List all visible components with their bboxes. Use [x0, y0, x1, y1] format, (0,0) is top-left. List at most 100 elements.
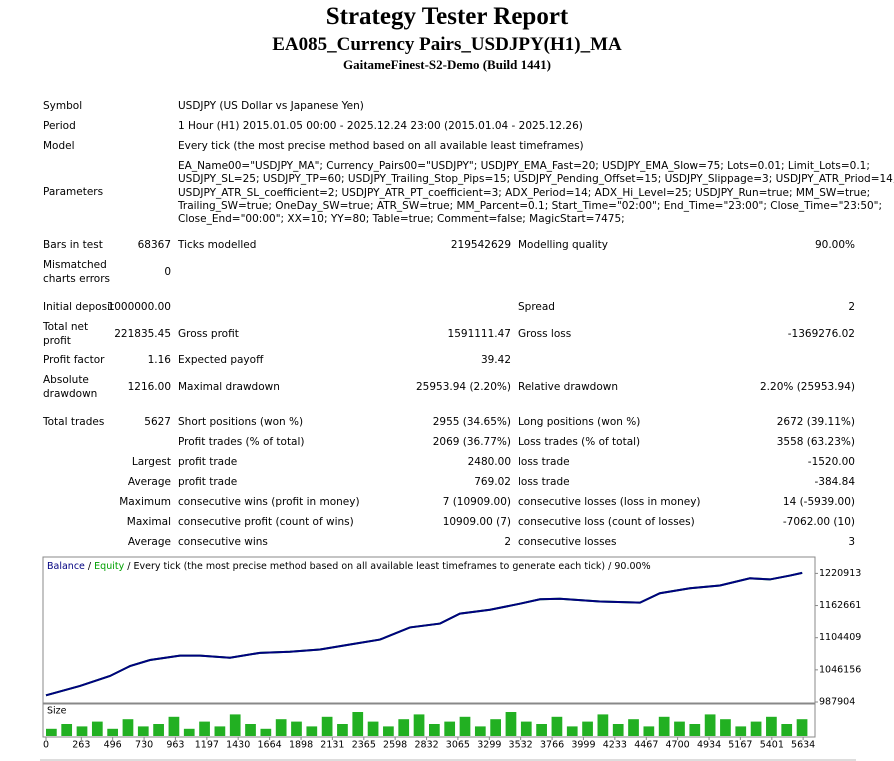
space	[651, 561, 654, 572]
row-value: 68367	[137, 239, 171, 251]
x-tick-label: 1664	[258, 740, 282, 751]
row-label: Profit factor	[43, 354, 105, 366]
x-tick-label: 3766	[540, 740, 564, 751]
x-tick-label: 963	[166, 740, 184, 751]
row-value: 1216.00	[127, 381, 171, 393]
size-bar	[566, 726, 578, 736]
row-value: 3	[848, 536, 855, 548]
y-tick-label: 1046156	[819, 664, 861, 675]
x-tick-label: 4233	[603, 740, 627, 751]
size-bar	[245, 724, 256, 736]
size-bar	[505, 712, 517, 736]
row-label: Short positions (won %)	[178, 416, 304, 428]
x-tick-label: 5634	[791, 740, 815, 751]
y-tick-label: 1104409	[819, 632, 861, 643]
chart-caption: Every tick (the most precise method base…	[133, 561, 650, 572]
size-label: Size	[47, 706, 67, 717]
series-line	[45, 571, 803, 697]
parameter-line: EA_Name00="USDJPY_MA"; Currency_Pairs00=…	[178, 160, 870, 172]
parameter-line: Close_End="00:00"; XX=10; YY=80; Table=t…	[178, 213, 625, 226]
row-value: 5627	[144, 416, 171, 428]
x-tick-label: 1898	[289, 740, 313, 751]
size-bar	[658, 716, 670, 736]
x-tick-label: 5167	[728, 740, 752, 751]
size-bar	[766, 716, 777, 736]
row-value: 3558 (63.23%)	[776, 436, 855, 448]
size-bar	[383, 726, 394, 736]
size-bar	[398, 719, 410, 736]
x-tick-label: 2598	[383, 740, 407, 751]
size-bar	[199, 721, 210, 736]
legend-entry: Balance	[47, 561, 85, 572]
row-label: consecutive loss (count of losses)	[518, 516, 695, 528]
row-label: consecutive wins	[178, 536, 268, 548]
row-value: 2	[848, 301, 855, 313]
row-label: Parameters	[43, 186, 104, 198]
report-subtitle: EA085_Currency Pairs_USDJPY(H1)_MA	[272, 34, 622, 55]
row-label: USDJPY (US Dollar vs Japanese Yen)	[178, 100, 364, 112]
x-tick-label: 3065	[446, 740, 470, 751]
x-tick-label: 4700	[666, 740, 690, 751]
size-bar	[520, 721, 532, 736]
report-title: Strategy Tester Report	[325, 3, 569, 30]
size-bar	[612, 724, 624, 736]
size-bar	[674, 721, 685, 736]
size-bar	[214, 726, 226, 736]
size-bar	[689, 724, 701, 736]
size-bar	[750, 721, 762, 736]
row-label: Modelling quality	[518, 239, 608, 251]
row-label: profit trade	[178, 456, 238, 468]
row-label: Total net profit	[43, 321, 89, 347]
size-bar	[720, 719, 731, 736]
row-label: Mismatched charts errors	[43, 259, 110, 285]
size-bar	[474, 726, 486, 736]
row-label: consecutive losses (loss in money)	[518, 496, 701, 508]
row-label: Symbol	[43, 100, 83, 112]
size-bar	[291, 721, 302, 736]
x-tick-label: 4467	[634, 740, 658, 751]
legend-entry: Equity	[94, 561, 124, 572]
size-bar	[781, 724, 793, 736]
size-bar	[444, 721, 456, 736]
parameter-line: Trailing_SW=true; OneDay_SW=true; ATR_SW…	[178, 199, 883, 212]
row-label: Maximal drawdown	[178, 381, 280, 393]
row-value: 39.42	[480, 354, 511, 366]
x-tick-label: 2832	[414, 740, 438, 751]
row-label: Initial deposit	[43, 301, 115, 313]
row-label: Model	[43, 140, 75, 152]
row-label: consecutive wins (profit in money)	[178, 496, 360, 508]
size-bar	[796, 719, 808, 736]
row-label: Period	[43, 120, 76, 132]
size-bar	[275, 719, 287, 736]
size-bar	[321, 716, 333, 736]
row-value: 1000000.00	[107, 301, 171, 313]
size-bar	[229, 714, 241, 736]
y-tick-label: 987904	[819, 697, 855, 708]
row-label: Profit trades (% of total)	[178, 436, 305, 448]
row-value: 2672 (39.11%)	[776, 416, 855, 428]
row-label: Long positions (won %)	[518, 416, 641, 428]
size-bar	[367, 721, 379, 736]
size-bar	[91, 721, 103, 736]
size-bar	[429, 724, 440, 736]
y-tick-label: 1220913	[819, 568, 861, 579]
row-label: Every tick (the most precise method base…	[178, 140, 584, 152]
size-bar	[628, 719, 639, 736]
row-label: consecutive losses	[518, 536, 617, 548]
legend-separator: /	[127, 561, 131, 572]
row-value: 769.02	[474, 476, 511, 488]
legend-separator: /	[88, 561, 92, 572]
x-tick-label: 0	[43, 740, 49, 751]
x-tick-label: 3999	[571, 740, 595, 751]
row-value: 2.20% (25953.94)	[760, 381, 855, 393]
size-bar	[582, 721, 593, 736]
row-value: 2069 (36.77%)	[432, 436, 511, 448]
row-value: 219542629	[450, 239, 511, 251]
size-bar	[337, 724, 348, 736]
row-label: Absolute drawdown	[43, 374, 98, 400]
x-tick-label: 5401	[760, 740, 784, 751]
size-bar	[459, 716, 471, 736]
row-label: Spread	[518, 301, 555, 313]
x-tick-label: 263	[72, 740, 90, 751]
size-bar	[76, 726, 88, 736]
